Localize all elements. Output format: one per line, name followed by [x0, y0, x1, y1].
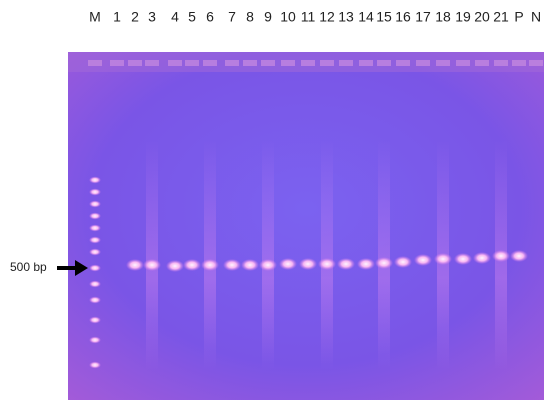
band: [337, 258, 355, 270]
band: [201, 259, 219, 271]
lane-label: 16: [395, 9, 411, 25]
band: [357, 258, 375, 270]
well: [225, 60, 239, 66]
smear: [146, 140, 158, 370]
well: [128, 60, 142, 66]
well: [185, 60, 199, 66]
lane-label: 20: [474, 9, 490, 25]
lane-label: 7: [228, 9, 236, 25]
well: [512, 60, 526, 66]
band: [259, 259, 277, 271]
well: [359, 60, 373, 66]
well: [88, 60, 102, 66]
ladder-band: [89, 249, 101, 256]
ladder-band: [89, 189, 101, 196]
lane-label: M: [89, 9, 101, 25]
band: [299, 258, 317, 270]
band: [143, 259, 161, 271]
well: [261, 60, 275, 66]
well: [529, 60, 543, 66]
ladder-band: [89, 297, 101, 304]
band: [414, 254, 432, 266]
lane-label: 17: [415, 9, 431, 25]
lane-label: 10: [280, 9, 296, 25]
band: [223, 259, 241, 271]
well: [145, 60, 159, 66]
band: [279, 258, 297, 270]
smear: [204, 140, 216, 370]
gel: [68, 52, 544, 400]
lane-label: 2: [131, 9, 139, 25]
lane-label: 8: [246, 9, 254, 25]
lane-label: 3: [148, 9, 156, 25]
well: [203, 60, 217, 66]
smear: [262, 140, 274, 370]
well: [339, 60, 353, 66]
lane-label: 14: [358, 9, 374, 25]
ladder-band: [89, 213, 101, 220]
lane-label: 5: [188, 9, 196, 25]
smear: [378, 140, 390, 370]
lane-label: P: [514, 9, 523, 25]
band: [183, 259, 201, 271]
ladder-band: [89, 265, 101, 272]
band: [454, 253, 472, 265]
smear: [321, 140, 333, 370]
lane-label: 11: [301, 9, 316, 25]
well: [281, 60, 295, 66]
band: [492, 250, 510, 262]
gel-figure: 500 bp M12345678910111213141516171819202…: [0, 0, 550, 400]
well: [416, 60, 430, 66]
well: [320, 60, 334, 66]
well: [494, 60, 508, 66]
lane-label: N: [531, 9, 541, 25]
ladder-band: [89, 237, 101, 244]
lane-label: 6: [206, 9, 214, 25]
lane-label: 21: [493, 9, 509, 25]
band: [434, 253, 452, 265]
band: [375, 257, 393, 269]
well: [436, 60, 450, 66]
band: [241, 259, 259, 271]
ladder-band: [89, 177, 101, 184]
well: [475, 60, 489, 66]
well: [168, 60, 182, 66]
band: [318, 258, 336, 270]
well: [301, 60, 315, 66]
ladder-band: [89, 225, 101, 232]
marker-label: 500 bp: [10, 260, 47, 274]
well: [243, 60, 257, 66]
lane-label: 4: [171, 9, 179, 25]
well: [377, 60, 391, 66]
well: [110, 60, 124, 66]
band: [166, 260, 184, 272]
lane-label: 12: [319, 9, 335, 25]
ladder-band: [89, 317, 101, 324]
ladder-band: [89, 281, 101, 288]
well: [396, 60, 410, 66]
band: [394, 256, 412, 268]
lane-label: 9: [264, 9, 272, 25]
lane-label: 19: [455, 9, 471, 25]
band: [473, 252, 491, 264]
lane-label: 1: [113, 9, 121, 25]
ladder-band: [89, 337, 101, 344]
lane-label: 15: [376, 9, 392, 25]
lane-label: 13: [338, 9, 354, 25]
band: [510, 250, 528, 262]
ladder-band: [89, 201, 101, 208]
ladder-band: [89, 362, 101, 369]
band: [126, 259, 144, 271]
lane-label: 18: [435, 9, 451, 25]
well: [456, 60, 470, 66]
